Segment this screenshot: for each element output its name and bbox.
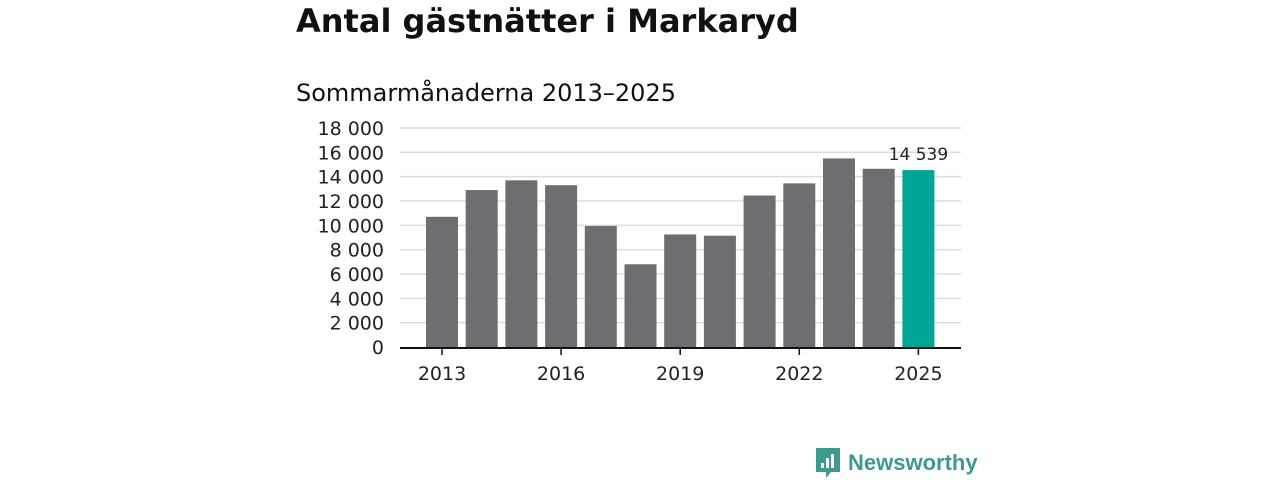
y-tick-label: 8 000 (330, 240, 384, 262)
y-tick-label: 2 000 (330, 313, 384, 335)
y-tick-label: 14 000 (318, 167, 384, 189)
chart-subtitle: Sommarmånaderna 2013–2025 (296, 79, 676, 107)
y-tick-label: 10 000 (318, 215, 384, 237)
x-tick-label: 2013 (418, 363, 466, 385)
bar-2014 (465, 190, 498, 347)
x-tick-label: 2016 (537, 363, 585, 385)
logo-text: Newsworthy (848, 450, 978, 475)
y-tick-label: 4 000 (330, 288, 384, 310)
x-tick-label: 2025 (894, 363, 942, 385)
x-axis-ticks: 2013 2016 2019 2022 2025 (418, 348, 943, 385)
y-tick-label: 0 (372, 337, 384, 359)
bar-2015 (505, 180, 538, 347)
bar-2018 (624, 264, 657, 347)
bar-2023 (823, 158, 855, 347)
y-tick-label: 18 000 (318, 118, 384, 140)
bar-2016 (545, 185, 578, 347)
y-tick-label: 12 000 (318, 191, 384, 213)
bar-2025 (902, 170, 935, 347)
newsworthy-logo-icon (816, 448, 840, 478)
y-tick-label: 16 000 (318, 142, 384, 164)
bar-2019 (664, 234, 697, 347)
y-tick-label: 6 000 (330, 264, 384, 286)
bar-2022 (783, 183, 816, 347)
bar-2024 (862, 168, 895, 347)
x-tick-label: 2022 (775, 363, 823, 385)
bar-2020 (703, 235, 736, 347)
chart-title: Antal gästnätter i Markaryd (296, 2, 799, 40)
bars (426, 158, 935, 347)
bar-2017 (584, 225, 617, 347)
x-tick-label: 2019 (656, 363, 704, 385)
highlight-value-label: 14 539 (889, 145, 948, 165)
bar-2013 (426, 216, 458, 347)
bar-2021 (743, 195, 776, 347)
newsworthy-logo: Newsworthy (814, 446, 978, 480)
